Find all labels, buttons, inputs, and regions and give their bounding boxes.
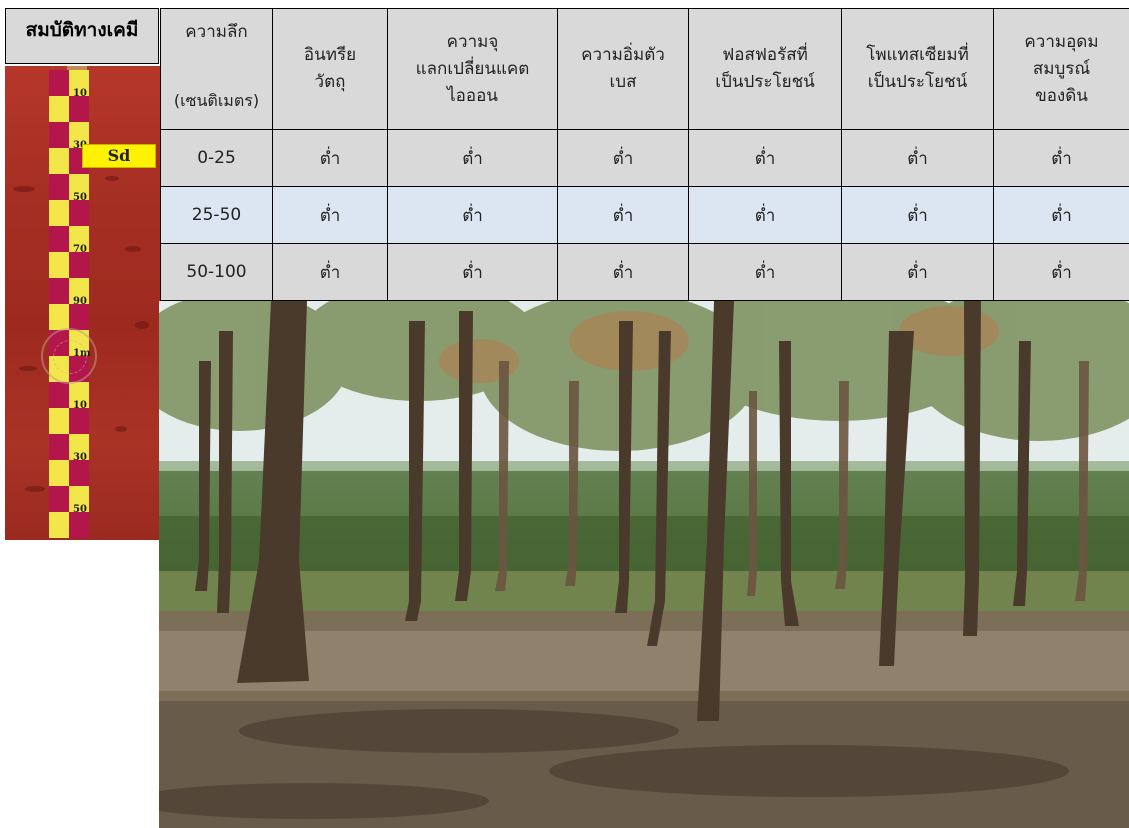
header-depth-label: ความลึก xyxy=(185,22,248,42)
tape-segment xyxy=(49,174,89,200)
header-soil-fertility: ความอุดม สมบูรณ์ ของดิน xyxy=(993,8,1129,130)
tape-segment xyxy=(49,96,89,122)
tape-segment xyxy=(49,252,89,278)
tape-segment xyxy=(49,486,89,512)
tape-mark-label: 30 xyxy=(73,140,87,151)
rubber-plantation-photo xyxy=(159,301,1129,828)
watermark-seal xyxy=(41,328,97,384)
cell-organic: ต่ำ xyxy=(272,186,388,244)
cell-phosphorus: ต่ำ xyxy=(688,243,842,301)
cell-depth: 50-100 xyxy=(160,243,273,301)
cell-phosphorus: ต่ำ xyxy=(688,186,842,244)
table-row: 25-50 ต่ำ ต่ำ ต่ำ ต่ำ ต่ำ ต่ำ xyxy=(160,186,1129,244)
cell-organic: ต่ำ xyxy=(272,129,388,187)
cell-depth: 0-25 xyxy=(160,129,273,187)
tape-segment xyxy=(49,408,89,434)
cell-fertility: ต่ำ xyxy=(993,243,1129,301)
cell-organic: ต่ำ xyxy=(272,243,388,301)
tape-segment xyxy=(49,200,89,226)
tape-mark-label: 50 xyxy=(73,504,87,515)
table-row: 50-100 ต่ำ ต่ำ ต่ำ ต่ำ ต่ำ ต่ำ xyxy=(160,243,1129,301)
tape-mark-label: 30 xyxy=(73,452,87,463)
tape-segment xyxy=(49,278,89,304)
section-title: สมบัติทางเคมี xyxy=(5,8,159,64)
table-row: 0-25 ต่ำ ต่ำ ต่ำ ต่ำ ต่ำ ต่ำ xyxy=(160,129,1129,187)
tape-segment xyxy=(49,434,89,460)
header-available-phosphorus: ฟอสฟอรัสที่ เป็นประโยชน์ xyxy=(688,8,842,130)
tape-segment xyxy=(49,70,89,96)
tape-segment xyxy=(49,512,89,538)
tape-mark-label: 10 xyxy=(73,400,87,411)
tape-mark-label: 10 xyxy=(73,88,87,99)
tape-mark-label: 50 xyxy=(73,192,87,203)
soil-series-label: Sd xyxy=(82,144,156,168)
header-organic-matter: อินทรีย วัตถุ xyxy=(272,8,388,130)
cell-cec: ต่ำ xyxy=(387,129,558,187)
cell-potassium: ต่ำ xyxy=(841,186,994,244)
tape-mark-label: 70 xyxy=(73,244,87,255)
header-base-saturation: ความอิ่มตัว เบส xyxy=(557,8,689,130)
tape-segment xyxy=(49,122,89,148)
cell-base-sat: ต่ำ xyxy=(557,186,689,244)
tape-segment xyxy=(49,304,89,330)
cell-cec: ต่ำ xyxy=(387,243,558,301)
tape-segment xyxy=(49,226,89,252)
header-depth-unit: (เซนติเมตร) xyxy=(173,91,260,110)
cell-cec: ต่ำ xyxy=(387,186,558,244)
header-available-potassium: โพแทสเซียมที่ เป็นประโยชน์ xyxy=(841,8,994,130)
cell-base-sat: ต่ำ xyxy=(557,243,689,301)
measuring-tape: 10 30 50 70 90 1m 10 30 50 xyxy=(49,70,91,540)
tape-segment xyxy=(49,460,89,486)
cell-base-sat: ต่ำ xyxy=(557,129,689,187)
chemical-properties-table: ความลึก (เซนติเมตร) อินทรีย วัตถุ ความจุ… xyxy=(160,8,1129,301)
cell-potassium: ต่ำ xyxy=(841,129,994,187)
tape-segment xyxy=(49,382,89,408)
cell-fertility: ต่ำ xyxy=(993,186,1129,244)
cell-phosphorus: ต่ำ xyxy=(688,129,842,187)
cell-potassium: ต่ำ xyxy=(841,243,994,301)
soil-profile-photo: 10 30 50 70 90 1m 10 30 50 Sd xyxy=(5,66,160,540)
header-cec: ความจุ แลกเปลี่ยนแคต ไอออน xyxy=(387,8,558,130)
cell-depth: 25-50 xyxy=(160,186,273,244)
cell-fertility: ต่ำ xyxy=(993,129,1129,187)
header-depth: ความลึก (เซนติเมตร) xyxy=(160,8,273,130)
table-header-row: ความลึก (เซนติเมตร) อินทรีย วัตถุ ความจุ… xyxy=(160,8,1129,130)
tape-mark-label: 90 xyxy=(73,296,87,307)
